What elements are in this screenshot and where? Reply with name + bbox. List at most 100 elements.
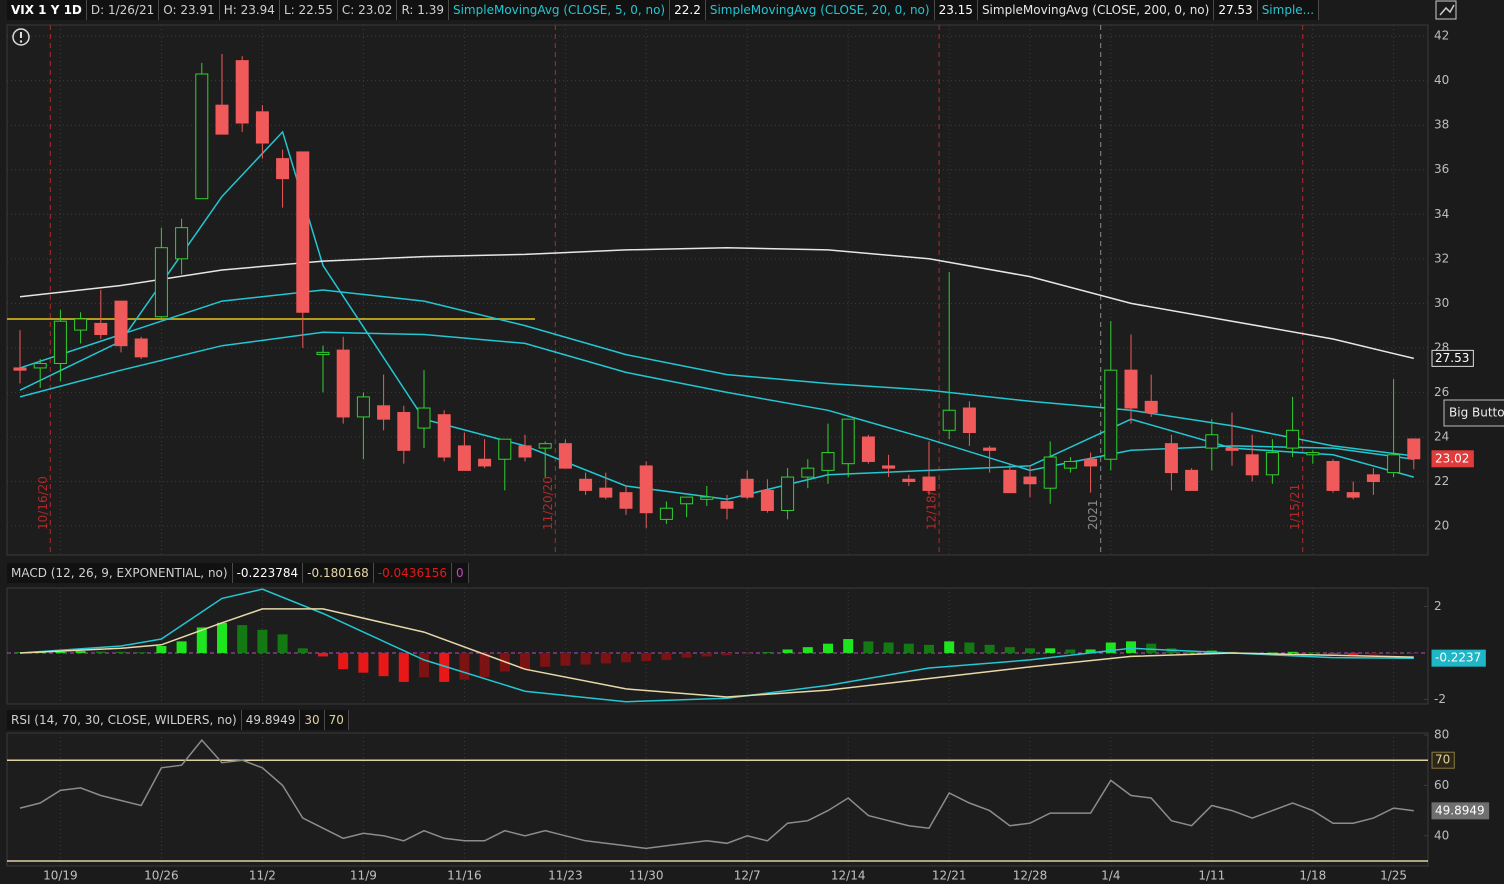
candle-body <box>1387 454 1401 474</box>
x-tick-label: 1/25 <box>1380 869 1407 883</box>
candle-body <box>1407 438 1421 460</box>
icon-dot <box>19 40 23 43</box>
candle-body <box>518 445 532 458</box>
candle-body <box>195 73 209 200</box>
candle-body <box>922 476 936 491</box>
candle-body <box>1326 460 1340 491</box>
candle-body <box>902 478 916 483</box>
macd-diff-bar <box>600 652 611 664</box>
y-tick-label: 60 <box>1434 778 1449 792</box>
header-item: 23.15 <box>934 0 978 20</box>
macd-diff-bar <box>257 629 268 653</box>
candle-body <box>1286 429 1300 449</box>
moving-average <box>19 246 1414 360</box>
candle-body <box>720 501 734 509</box>
moving-average <box>19 331 1414 472</box>
alert-icon[interactable] <box>12 28 30 46</box>
macd-diff-bar <box>358 652 369 673</box>
macd-diff-bar <box>1126 641 1136 653</box>
y-tick-label: 24 <box>1434 429 1449 443</box>
macd-diff-bar <box>641 652 652 662</box>
macd-diff-bar <box>95 651 106 653</box>
macd-value-line <box>19 588 1414 703</box>
candle-body <box>680 496 694 505</box>
candle-body <box>861 436 875 462</box>
value-box <box>1431 450 1474 468</box>
candle-body <box>175 227 189 260</box>
macd-diff-bar <box>1146 643 1157 653</box>
expiration-label: 10/16/20 <box>36 476 50 530</box>
value-box <box>1431 751 1455 769</box>
settings-icon[interactable] <box>1435 0 1457 20</box>
header-item: 49.8949 <box>241 710 301 730</box>
y-tick-label: 26 <box>1434 385 1449 399</box>
y-tick-label: 20 <box>1434 519 1449 533</box>
macd-diff-bar <box>419 652 429 678</box>
candle-body <box>377 405 391 420</box>
candle-body <box>33 362 47 369</box>
candle-body <box>1265 452 1279 476</box>
macd-diff-bar <box>1025 648 1035 653</box>
value-box <box>1431 802 1490 820</box>
candle-body <box>1346 492 1360 498</box>
header-item: Simple... <box>1257 0 1320 20</box>
macd-diff-bar <box>520 652 530 670</box>
candle-body <box>1043 456 1057 489</box>
candle-body <box>639 465 653 514</box>
macd-diff-bar <box>1065 649 1076 653</box>
candle-body <box>801 467 815 478</box>
macd-diff-bar <box>701 652 712 657</box>
macd-diff-bar <box>398 652 409 682</box>
x-tick-label: 10/19 <box>43 869 78 883</box>
x-tick-label: 11/9 <box>350 869 377 883</box>
header-item: R: 1.39 <box>397 0 449 20</box>
x-tick-label: 1/18 <box>1299 869 1326 883</box>
candle-body <box>1245 454 1259 476</box>
candle-body <box>558 443 572 469</box>
rsi-line <box>19 738 1414 850</box>
icon-glyph <box>1439 4 1455 16</box>
macd-diff-bar <box>984 644 995 653</box>
tooltip: Big Butto <box>1449 406 1504 420</box>
candle-body <box>619 492 633 509</box>
macd-diff-bar <box>540 652 551 667</box>
y-tick-label: 40 <box>1434 828 1449 842</box>
macd-diff-bar <box>378 652 389 677</box>
moving-average <box>19 130 1414 501</box>
candle-body <box>53 320 67 364</box>
macd-diff-bar <box>176 641 187 653</box>
header-item: -0.180168 <box>303 563 374 583</box>
x-tick-label: 11/16 <box>447 869 482 883</box>
moving-average <box>19 289 1414 457</box>
header-item: -0.0436156 <box>373 563 452 583</box>
value-box-label: -0.2237 <box>1435 651 1481 665</box>
macd-diff-bar <box>964 642 975 653</box>
macd-diff-bar <box>681 652 692 658</box>
macd-diff-bar <box>1287 651 1298 653</box>
macd-avg-line <box>19 608 1414 698</box>
macd-diff-bar <box>560 652 571 666</box>
header-item: 27.53 <box>1214 0 1258 20</box>
macd-diff-bar <box>1348 652 1359 656</box>
candle-body <box>276 158 290 180</box>
candle-body <box>983 447 997 451</box>
candle-body <box>1084 458 1098 467</box>
header-item: VIX 1 Y 1D <box>7 0 87 20</box>
y-tick-label: 34 <box>1434 207 1449 221</box>
macd-diff-bar <box>297 648 308 653</box>
macd-diff-bar <box>1004 647 1015 653</box>
header-item: 30 <box>300 710 325 730</box>
candle-body <box>13 367 27 371</box>
candle-body <box>882 465 896 469</box>
candle-body <box>114 300 128 347</box>
candle-body <box>579 478 593 491</box>
macd-diff-bar <box>580 652 591 665</box>
candle-body <box>498 438 512 460</box>
macd-diff-bar <box>944 641 955 653</box>
candle-body <box>760 489 774 511</box>
y-tick-label: 42 <box>1434 29 1449 43</box>
expiration-label: 1/15/21 <box>1288 484 1302 530</box>
candle-body <box>599 487 613 498</box>
candle-body <box>781 476 795 511</box>
